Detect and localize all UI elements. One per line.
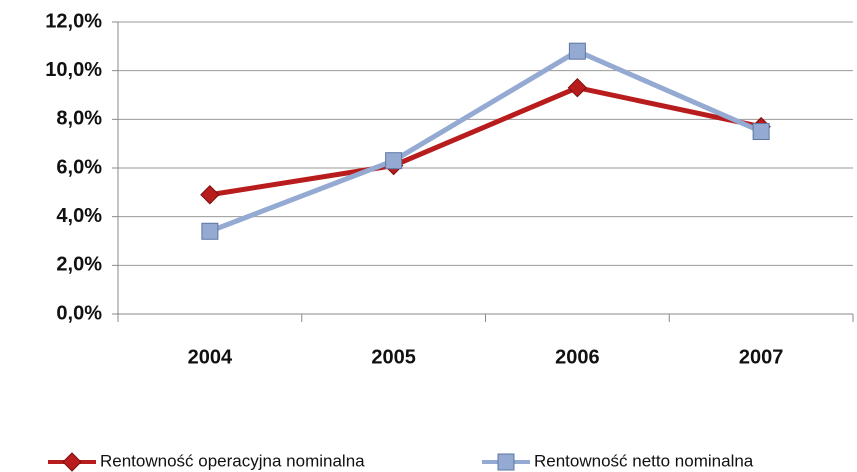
x-tick-label: 2007 xyxy=(739,346,784,368)
y-tick-label: 10,0% xyxy=(45,59,102,81)
y-tick-label: 12,0% xyxy=(45,10,102,32)
legend-label: Rentowność operacyjna nominalna xyxy=(100,451,365,470)
y-tick-label: 2,0% xyxy=(56,254,102,276)
y-tick-label: 8,0% xyxy=(56,108,102,130)
marker xyxy=(567,77,588,98)
y-tick-label: 6,0% xyxy=(56,156,102,178)
x-tick-label: 2004 xyxy=(188,346,233,368)
marker xyxy=(62,452,82,472)
legend-item: Rentowność netto nominalna xyxy=(482,451,754,471)
y-tick-label: 4,0% xyxy=(56,205,102,227)
marker xyxy=(201,222,219,240)
marker xyxy=(497,453,515,471)
marker xyxy=(200,185,220,205)
marker xyxy=(385,152,403,170)
marker xyxy=(568,42,586,60)
series-line xyxy=(209,85,762,198)
marker xyxy=(752,123,770,140)
series-line xyxy=(208,48,763,234)
x-tick-label: 2006 xyxy=(555,346,600,368)
legend-item: Rentowność operacyjna nominalna xyxy=(48,451,365,472)
legend-label: Rentowność netto nominalna xyxy=(534,451,754,470)
y-tick-label: 0,0% xyxy=(56,302,102,324)
x-tick-label: 2005 xyxy=(371,346,416,368)
